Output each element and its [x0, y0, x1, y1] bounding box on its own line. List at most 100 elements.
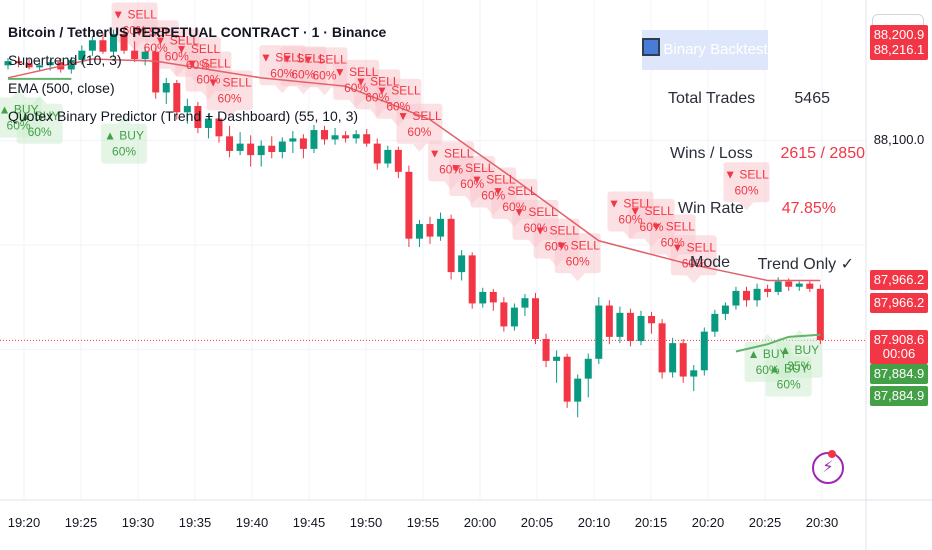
- signal-pointer: [11, 89, 26, 98]
- candle-up: [595, 305, 603, 359]
- signal-percent-label: 60%: [777, 378, 801, 392]
- sell-signal-box: [723, 162, 770, 203]
- sell-signal-label: ▼ SELL: [492, 184, 537, 198]
- signal-percent-label: 60%: [756, 363, 780, 377]
- candle-down: [447, 218, 455, 273]
- candle-up: [289, 138, 297, 142]
- candle-up: [331, 135, 339, 140]
- sell-signal-box: [206, 70, 253, 111]
- time-tick-label: 20:00: [464, 515, 497, 530]
- indicator-ema[interactable]: EMA (500, close): [8, 80, 115, 96]
- candle-up: [458, 255, 466, 273]
- candle-up: [637, 315, 645, 342]
- signal-percent-label: 60%: [344, 81, 368, 95]
- candle-up: [67, 60, 75, 70]
- ema-line: [7, 58, 821, 282]
- candle-up: [616, 312, 624, 337]
- candle-up: [141, 51, 149, 60]
- candle-down: [542, 338, 550, 361]
- sell-signal-label: ▼ SELL: [650, 220, 695, 234]
- candle-up: [310, 130, 318, 149]
- candle-up: [204, 118, 212, 128]
- time-tick-label: 20:10: [578, 515, 611, 530]
- dashboard-value-wins-loss: 2615 / 2850: [780, 145, 865, 162]
- time-tick-label: 19:35: [179, 515, 212, 530]
- signal-percent-label: 60%: [291, 67, 315, 81]
- candle-up: [78, 50, 86, 61]
- candle-down: [679, 343, 687, 377]
- signal-pointer: [760, 333, 775, 342]
- sell-signal-label: ▼ SELL: [112, 7, 157, 21]
- candle-down: [468, 255, 476, 304]
- candle-down: [500, 302, 508, 327]
- candle-down: [394, 149, 402, 172]
- dashboard-value-total-trades: 5465: [794, 90, 830, 107]
- signal-percent-label: 60%: [386, 100, 410, 114]
- buy-signal-box: [16, 103, 63, 144]
- indicator-lines: [7, 58, 821, 353]
- candle-down: [226, 136, 234, 151]
- candle-up: [574, 378, 582, 402]
- candle-up: [183, 106, 191, 113]
- candle-up: [36, 65, 44, 68]
- symbol-title[interactable]: Bitcoin / TetherUS PERPETUAL CONTRACT · …: [8, 24, 387, 40]
- indicator-quotex[interactable]: Quotex Binary Predictor (Trend + Dashboa…: [8, 108, 359, 124]
- signal-percent-label: 60%: [196, 73, 220, 87]
- signal-pointer: [32, 95, 47, 104]
- time-tick-label: 20:05: [521, 515, 554, 530]
- sell-signal-box: [396, 103, 443, 144]
- sell-signal-label: ▼ SELL: [671, 240, 716, 254]
- signal-percent-label: 60%: [312, 68, 336, 82]
- sell-signal-label: ▼ SELL: [555, 238, 600, 252]
- candle-up: [690, 370, 698, 377]
- candle-down: [532, 298, 539, 339]
- candle-up: [711, 313, 719, 332]
- signal-pointer: [317, 87, 332, 96]
- indicator-supertrend[interactable]: Supertrend (10, 3): [8, 52, 122, 68]
- candle-down: [648, 315, 656, 324]
- signal-pointer: [296, 86, 311, 95]
- dashboard-label-wins-loss: Wins / Loss: [670, 145, 753, 162]
- sell-signal-label: ▼ SELL: [376, 84, 421, 98]
- sell-signal-label: ▼ SELL: [534, 224, 579, 238]
- candle-up: [732, 290, 740, 306]
- candle-up: [415, 224, 423, 239]
- signal-pointer: [570, 273, 585, 282]
- candle-up: [236, 143, 244, 151]
- candle-up: [257, 145, 265, 156]
- signal-percent-label: 60%: [734, 183, 758, 197]
- notification-dot: [828, 450, 836, 458]
- candle-up: [584, 358, 592, 379]
- price-label: 00:06: [870, 343, 928, 364]
- signal-pointer: [117, 115, 132, 124]
- candle-down: [816, 288, 824, 340]
- lightning-icon[interactable]: ⚡: [812, 452, 844, 484]
- signal-percent-label: 60%: [566, 254, 590, 268]
- time-tick-label: 19:45: [293, 515, 326, 530]
- signal-percent-label: 60%: [365, 90, 389, 104]
- dashboard-title-text: Binary Backtest: [663, 41, 768, 58]
- candle-up: [753, 288, 761, 301]
- price-label: 88,216.1: [870, 39, 928, 60]
- time-tick-label: 19:40: [236, 515, 269, 530]
- candle-down: [25, 63, 33, 68]
- sell-signal-label: ▼ SELL: [608, 197, 653, 211]
- candle-up: [553, 356, 561, 361]
- signal-percent-label: 60%: [7, 119, 31, 133]
- price-label: 87,966.2: [870, 293, 928, 314]
- candle-up: [521, 298, 529, 308]
- candle-down: [605, 305, 613, 337]
- sell-signal-label: ▼ SELL: [471, 173, 516, 187]
- buy-signal-label: ▲ BUY: [769, 362, 809, 376]
- supertrend-line-2: [735, 333, 821, 353]
- signal-percent-label: 60%: [28, 125, 52, 139]
- candle-up: [384, 149, 392, 164]
- candle-down: [363, 134, 371, 144]
- sell-signal-label: ▼ SELL: [281, 51, 326, 65]
- candle-down: [658, 323, 666, 373]
- candle-down: [563, 356, 571, 402]
- time-tick-label: 19:25: [65, 515, 98, 530]
- signal-percent-label: 60%: [112, 145, 136, 159]
